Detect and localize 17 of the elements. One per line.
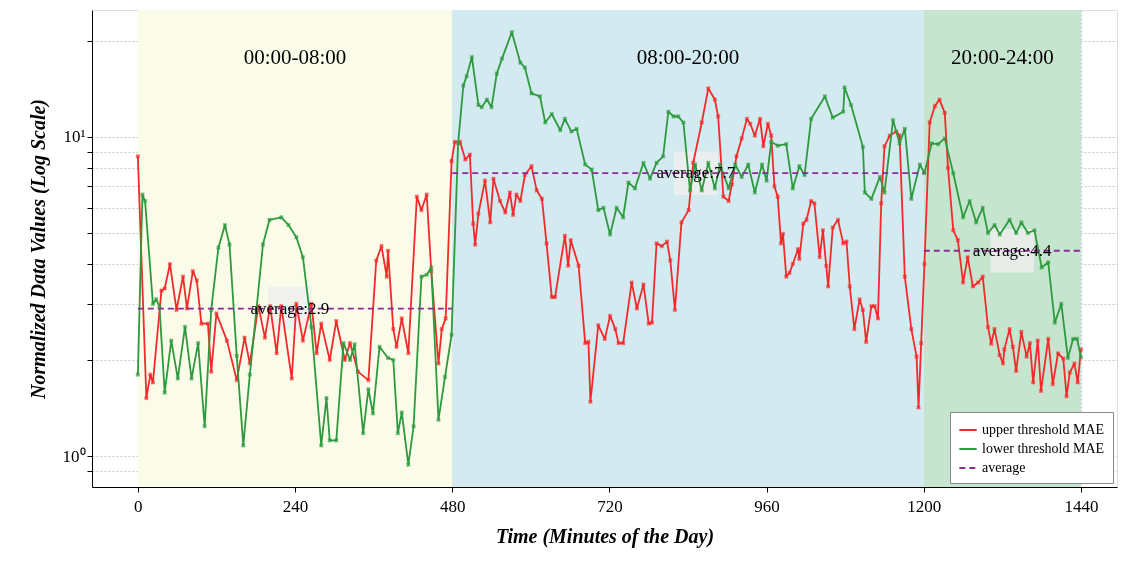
x-axis-title: Time (Minutes of the Day): [495, 524, 715, 548]
x-tick-label: 240: [282, 496, 309, 516]
band-label: 08:00-20:00: [636, 45, 740, 69]
x-tick-label: 960: [754, 496, 780, 516]
y-tick-label: 10⁰: [62, 446, 86, 466]
band-label: 20:00-24:00: [951, 45, 1054, 69]
x-tick-label: 0: [134, 496, 143, 516]
x-tick-label: 480: [439, 496, 466, 516]
x-tick-label: 1200: [907, 496, 942, 516]
band-label: 00:00-08:00: [243, 45, 347, 69]
legend-label: upper threshold MAE: [982, 422, 1105, 437]
y-tick-label: 10¹: [63, 127, 86, 147]
y-axis-title: Normalized Data Values (Log Scale): [26, 99, 50, 400]
legend-label: lower threshold MAE: [982, 441, 1105, 456]
x-tick-label: 720: [597, 496, 623, 516]
legend-label: average: [982, 460, 1026, 475]
x-tick-label: 1440: [1064, 496, 1099, 516]
